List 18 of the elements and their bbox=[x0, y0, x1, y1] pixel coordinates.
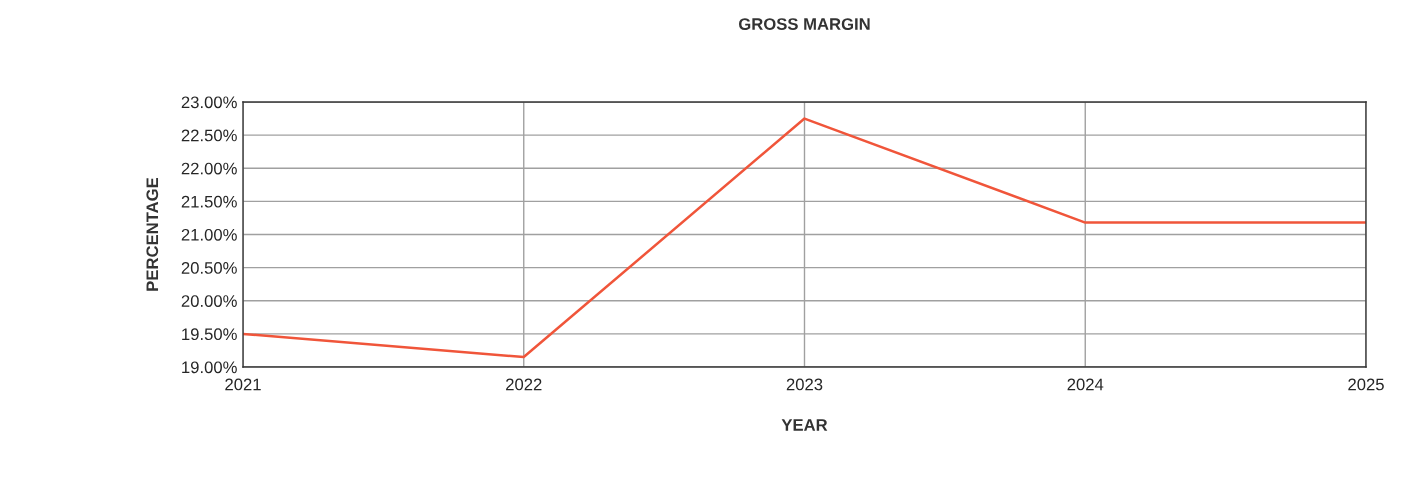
y-axis-title: PERCENTAGE bbox=[146, 177, 159, 291]
y-tick-label: 20.00% bbox=[181, 295, 237, 307]
y-tick-label: 19.50% bbox=[182, 328, 237, 341]
chart-title: GROSS MARGIN bbox=[738, 18, 870, 30]
y-tick-label: 20.50% bbox=[181, 262, 237, 274]
x-tick-label: 2025 bbox=[1348, 378, 1384, 391]
y-tick-label: 22.00% bbox=[181, 162, 237, 175]
y-tick-label: 23.00% bbox=[181, 96, 237, 109]
x-tick-label: 2021 bbox=[225, 378, 261, 391]
y-tick-label: 19.00% bbox=[182, 361, 237, 374]
y-tick-label: 21.50% bbox=[181, 195, 237, 208]
x-tick-label: 2024 bbox=[1067, 378, 1104, 391]
y-tick-label: 21.00% bbox=[181, 228, 237, 241]
y-tick-label: 22.50% bbox=[181, 129, 237, 142]
line-series bbox=[243, 117, 1366, 359]
x-tick-label: 2022 bbox=[506, 378, 542, 391]
x-tick-label: 2023 bbox=[786, 378, 823, 391]
x-axis-title: YEAR bbox=[781, 419, 828, 431]
